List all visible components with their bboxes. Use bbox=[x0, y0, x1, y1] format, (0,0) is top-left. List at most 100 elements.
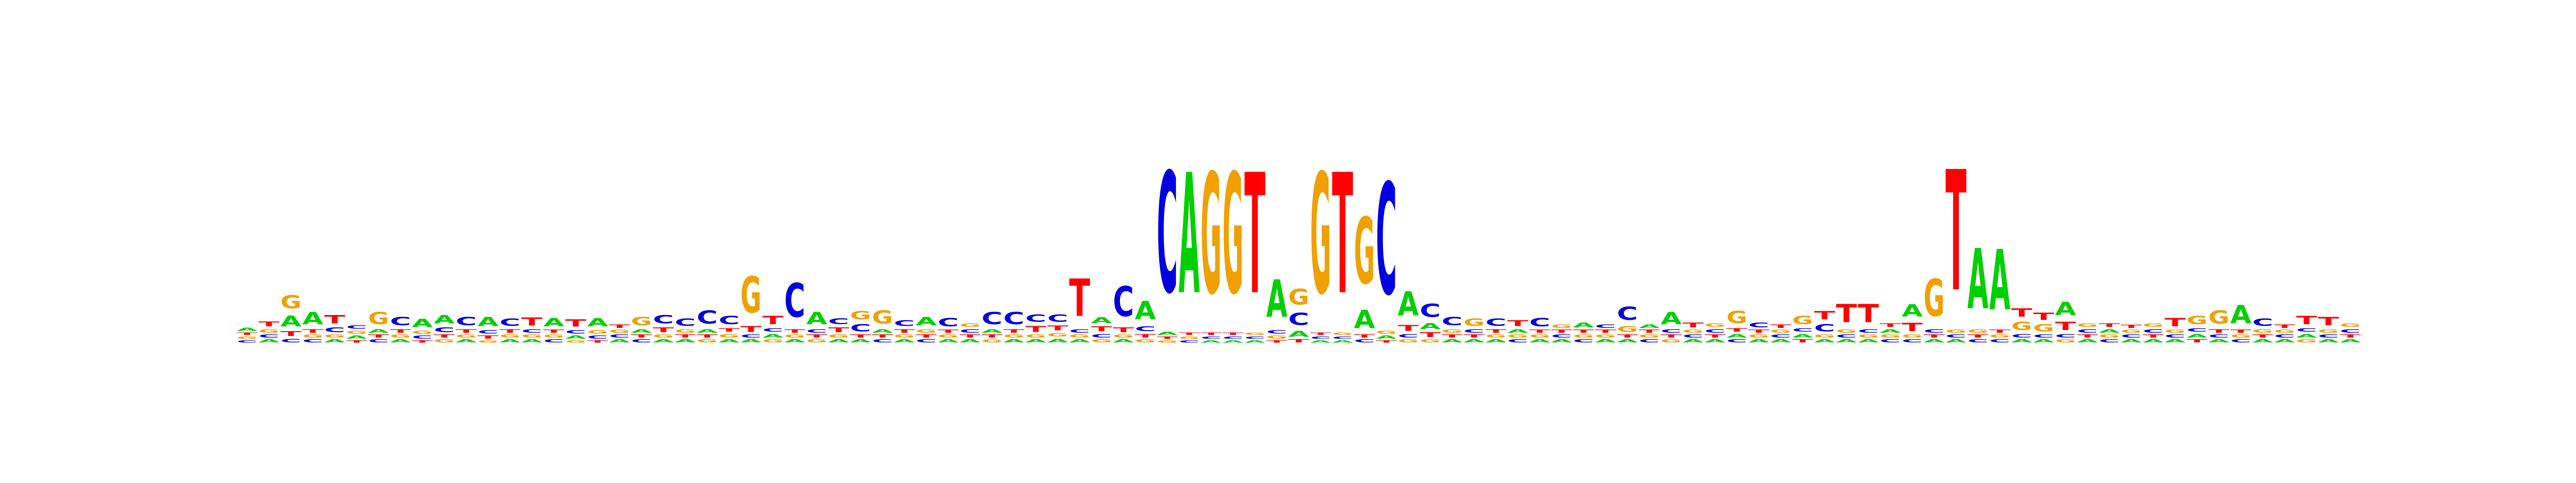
logo-letter-a: A bbox=[938, 339, 958, 343]
logo-letter-a: A bbox=[1770, 339, 1791, 343]
logo-letter-t: T bbox=[1989, 329, 2010, 334]
logo-letter-t: T bbox=[850, 334, 871, 339]
logo-letter-c: C bbox=[1792, 327, 1813, 333]
logo-letter-a: A bbox=[2077, 339, 2098, 343]
logo-letter-g: G bbox=[1923, 268, 1944, 328]
logo-letter-a: A bbox=[1310, 340, 1331, 343]
logo-letter-g: G bbox=[2077, 323, 2098, 328]
logo-letter-t: T bbox=[894, 328, 915, 334]
logo-letter-c: C bbox=[1595, 323, 1616, 329]
logo-letter-t: T bbox=[237, 332, 258, 335]
logo-letter-g: G bbox=[1770, 329, 1791, 334]
logo-letter-g: G bbox=[1004, 334, 1024, 339]
logo-letter-g: G bbox=[2055, 339, 2076, 343]
logo-letter-a: A bbox=[1179, 140, 1199, 332]
logo-columns: CGTAACGTCTAGCGTAAGCTTAGCCTAGAGTCTCGAGTCA… bbox=[237, 137, 2361, 344]
logo-letter-t: T bbox=[587, 340, 608, 343]
logo-letter-a: A bbox=[302, 309, 324, 328]
logo-letter-g: G bbox=[1748, 334, 1769, 339]
logo-letter-a: A bbox=[1836, 339, 1857, 343]
logo-letter-a: A bbox=[2296, 333, 2317, 339]
logo-letter-a: A bbox=[916, 315, 936, 328]
logo-letter-c: C bbox=[1507, 339, 1528, 343]
logo-letter-c: C bbox=[1288, 310, 1309, 329]
logo-letter-g: G bbox=[982, 339, 1002, 343]
logo-letter-t: T bbox=[2055, 320, 2076, 333]
logo-letter-t: T bbox=[1026, 324, 1047, 334]
logo-letter-g: G bbox=[1901, 334, 1922, 339]
logo-letter-g: G bbox=[850, 309, 871, 322]
logo-letter-c: C bbox=[1923, 328, 1944, 334]
logo-letter-t: T bbox=[543, 329, 564, 334]
logo-letter-g: G bbox=[412, 330, 433, 335]
logo-letter-c: C bbox=[609, 334, 630, 339]
logo-letter-g: G bbox=[543, 334, 564, 339]
logo-letter-a: A bbox=[1595, 339, 1616, 343]
logo-letter-c: C bbox=[2011, 333, 2032, 339]
logo-letter-c: C bbox=[2274, 334, 2295, 339]
logo-letter-a: A bbox=[1485, 339, 1506, 343]
logo-letter-a: A bbox=[2208, 339, 2229, 343]
logo-letter-g: G bbox=[1792, 313, 1813, 327]
logo-letter-c: C bbox=[1267, 329, 1287, 335]
logo-letter-t: T bbox=[1551, 329, 1572, 334]
logo-letter-g: G bbox=[1354, 200, 1375, 305]
logo-letter-t: T bbox=[1310, 332, 1331, 335]
logo-letter-c: C bbox=[543, 339, 564, 343]
logo-letter-a: A bbox=[522, 339, 543, 343]
logo-letter-t: T bbox=[1332, 140, 1353, 332]
logo-letter-g: G bbox=[324, 334, 345, 339]
logo-letter-c: C bbox=[960, 328, 980, 334]
logo-letter-a: A bbox=[324, 339, 345, 343]
logo-letter-t: T bbox=[434, 334, 455, 339]
logo-letter-a: A bbox=[478, 314, 499, 329]
logo-letter-g: G bbox=[1967, 328, 1988, 334]
logo-letter-g: G bbox=[675, 328, 696, 334]
logo-letter-a: A bbox=[1463, 339, 1484, 343]
logo-letter-t: T bbox=[1267, 340, 1287, 343]
logo-letter-g: G bbox=[2164, 329, 2185, 334]
logo-letter-t: T bbox=[565, 318, 586, 330]
logo-letter-a: A bbox=[631, 328, 652, 334]
logo-letter-c: C bbox=[1551, 334, 1572, 339]
logo-letter-t: T bbox=[1179, 332, 1199, 335]
logo-letter-c: C bbox=[2252, 317, 2273, 328]
logo-letter-a: A bbox=[653, 339, 674, 343]
logo-letter-g: G bbox=[1639, 334, 1660, 339]
logo-letter-g: G bbox=[719, 333, 740, 339]
logo-letter-t: T bbox=[1398, 323, 1419, 333]
logo-letter-a: A bbox=[368, 328, 389, 334]
logo-letter-a: A bbox=[412, 317, 433, 330]
logo-letter-c: C bbox=[784, 274, 805, 328]
logo-letter-a: A bbox=[500, 339, 521, 343]
logo-letter-g: G bbox=[259, 328, 280, 334]
logo-letter-c: C bbox=[2121, 334, 2142, 339]
logo-letter-g: G bbox=[1595, 334, 1616, 339]
logo-letter-a: A bbox=[280, 312, 302, 330]
logo-letter-c: C bbox=[478, 329, 499, 335]
logo-letter-c: C bbox=[2143, 328, 2164, 334]
logo-letter-g: G bbox=[894, 334, 915, 339]
logo-letter-g: G bbox=[478, 340, 499, 343]
logo-letter-a: A bbox=[894, 339, 915, 343]
logo-letter-t: T bbox=[1135, 333, 1156, 339]
logo-letter-c: C bbox=[1682, 334, 1703, 339]
logo-letter-a: A bbox=[1267, 270, 1287, 330]
logo-letter-t: T bbox=[522, 316, 543, 328]
logo-letter-t: T bbox=[609, 323, 630, 329]
